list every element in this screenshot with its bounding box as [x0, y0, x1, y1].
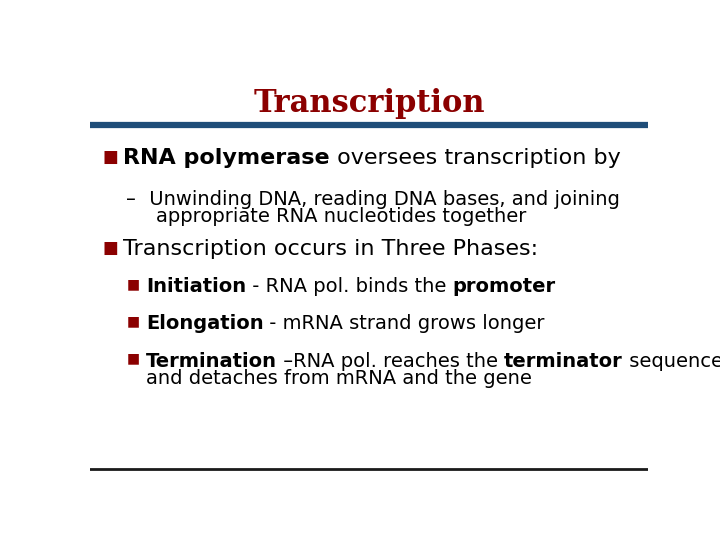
- Text: ■: ■: [102, 239, 118, 258]
- Text: –: –: [126, 190, 136, 208]
- Text: and detaches from mRNA and the gene: and detaches from mRNA and the gene: [145, 369, 531, 388]
- Text: ■: ■: [102, 148, 118, 166]
- Text: ■: ■: [126, 277, 140, 291]
- Text: - RNA pol. binds the: - RNA pol. binds the: [246, 277, 453, 296]
- Text: Transcription: Transcription: [253, 87, 485, 119]
- Text: ■: ■: [126, 314, 140, 328]
- Text: Elongation: Elongation: [145, 314, 264, 333]
- Text: Termination: Termination: [145, 352, 276, 370]
- Text: promoter: promoter: [453, 277, 556, 296]
- Text: terminator: terminator: [504, 352, 623, 370]
- Text: ■: ■: [126, 352, 140, 366]
- Text: Unwinding DNA, reading DNA bases, and joining: Unwinding DNA, reading DNA bases, and jo…: [143, 190, 620, 208]
- Text: RNA polymerase: RNA polymerase: [124, 148, 330, 168]
- Text: sequence: sequence: [623, 352, 720, 370]
- Text: Transcription occurs in Three Phases:: Transcription occurs in Three Phases:: [124, 239, 539, 259]
- Text: –RNA pol. reaches the: –RNA pol. reaches the: [276, 352, 504, 370]
- Text: Initiation: Initiation: [145, 277, 246, 296]
- Text: oversees transcription by: oversees transcription by: [330, 148, 621, 168]
- Text: - mRNA strand grows longer: - mRNA strand grows longer: [264, 314, 545, 333]
- Text: appropriate RNA nucleotides together: appropriate RNA nucleotides together: [156, 207, 526, 226]
